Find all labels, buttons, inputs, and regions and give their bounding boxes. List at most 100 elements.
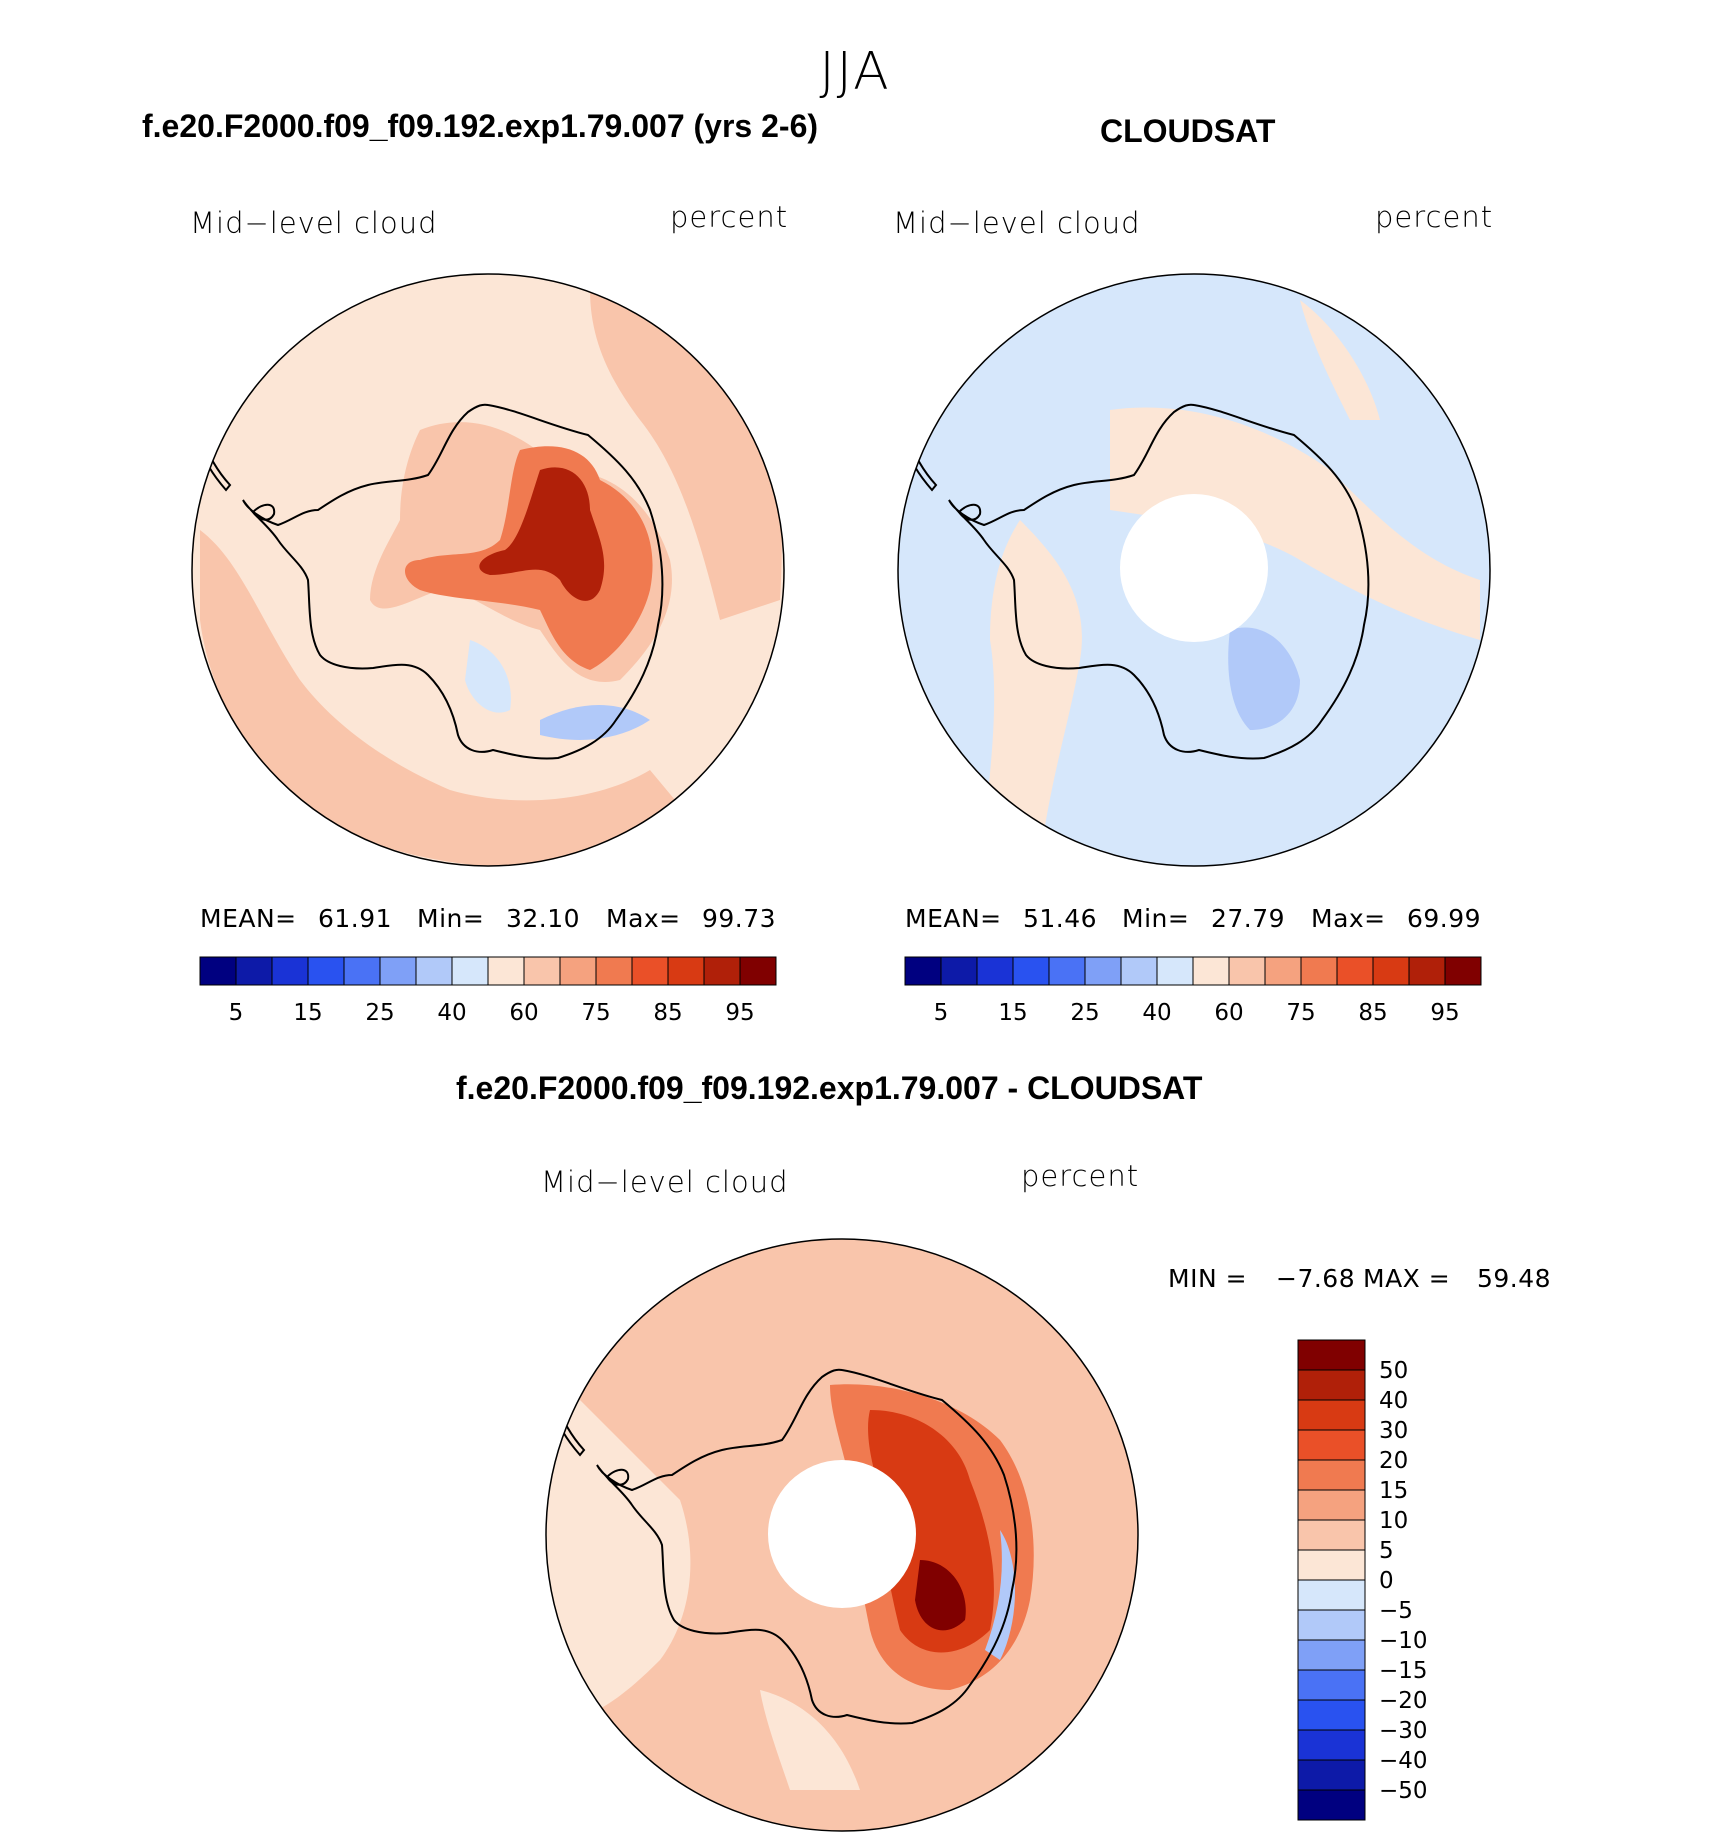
diff-map <box>545 1238 1139 1832</box>
model-min-value: 32.10 <box>506 904 581 933</box>
obs-colorbar-tick: 60 <box>1214 1000 1243 1026</box>
diff-units-label: percent <box>1021 1159 1140 1193</box>
obs-colorbar-box <box>1048 956 1086 986</box>
obs-colorbar-box <box>1300 956 1338 986</box>
model-colorbar-box <box>523 956 561 986</box>
obs-colorbar-box <box>1228 956 1266 986</box>
diff-colorbar-tick: −10 <box>1379 1628 1428 1654</box>
obs-min-value: 27.79 <box>1211 904 1286 933</box>
model-colorbar-box <box>307 956 345 986</box>
obs-colorbar-box <box>1156 956 1194 986</box>
diff-region-b <box>760 1690 860 1790</box>
model-colorbar-tick: 25 <box>365 1000 394 1026</box>
model-colorbar-tick: 60 <box>509 1000 538 1026</box>
model-colorbar-tick: 95 <box>725 1000 754 1026</box>
diff-colorbar-tick: 15 <box>1379 1478 1408 1504</box>
obs-colorbar-tick: 85 <box>1358 1000 1387 1026</box>
obs-colorbar-box <box>1336 956 1374 986</box>
model-colorbar-box <box>739 956 777 986</box>
diff-colorbar-tick: 0 <box>1379 1568 1394 1594</box>
model-variable-label: Mid−level cloud <box>190 206 438 240</box>
model-colorbar-box <box>451 956 489 986</box>
diff-colorbar-box <box>1297 1369 1366 1401</box>
diff-colorbar-tick: 20 <box>1379 1448 1408 1474</box>
diff-colorbar-box <box>1297 1609 1366 1641</box>
obs-min-label: Min= <box>1122 904 1190 933</box>
diff-colorbar-tick: −50 <box>1379 1778 1428 1804</box>
diff-min-label: MIN = <box>1168 1264 1248 1293</box>
diff-colorbar-box <box>1297 1519 1366 1551</box>
model-colorbar-box <box>595 956 633 986</box>
obs-region-a <box>1110 407 1480 640</box>
model-map-border <box>191 273 785 867</box>
diff-polar-hole <box>768 1460 916 1608</box>
diff-colorbar-tick: −15 <box>1379 1658 1428 1684</box>
obs-units-label: percent <box>1375 200 1494 234</box>
diff-colorbar-box <box>1297 1489 1366 1521</box>
obs-colorbar-box <box>1444 956 1482 986</box>
model-colorbar-box <box>199 956 237 986</box>
diff-colorbar-box <box>1297 1669 1366 1701</box>
model-panel-title: f.e20.F2000.f09_f09.192.exp1.79.007 (yrs… <box>142 108 819 144</box>
diff-colorbar-box <box>1297 1789 1366 1821</box>
model-colorbar-box <box>487 956 525 986</box>
obs-colorbar-tick: 25 <box>1070 1000 1099 1026</box>
obs-region-c <box>1300 300 1380 420</box>
obs-mean-value: 51.46 <box>1023 904 1098 933</box>
diff-colorbar-tick: −20 <box>1379 1688 1428 1714</box>
obs-colorbar-box <box>1372 956 1410 986</box>
diff-colorbar-tick: 50 <box>1379 1358 1408 1384</box>
diff-colorbar-box <box>1297 1339 1366 1371</box>
obs-colorbar-tick: 40 <box>1142 1000 1171 1026</box>
obs-region-low <box>1228 627 1300 730</box>
obs-colorbar-box <box>1408 956 1446 986</box>
obs-colorbar-tick: 5 <box>934 1000 949 1026</box>
model-mean-value: 61.91 <box>318 904 393 933</box>
diff-colorbar-tick: 5 <box>1379 1538 1394 1564</box>
obs-panel-title: CLOUDSAT <box>1100 113 1276 149</box>
diff-map-border <box>545 1238 1139 1832</box>
obs-colorbar: 5 15 25 40 60 75 85 95 <box>904 956 1482 1026</box>
obs-colorbar-box <box>904 956 942 986</box>
obs-colorbar-tick: 75 <box>1286 1000 1315 1026</box>
obs-colorbar-box <box>1012 956 1050 986</box>
season-title: JJA <box>819 42 891 102</box>
obs-colorbar-tick: 95 <box>1430 1000 1459 1026</box>
diff-region-max <box>915 1560 966 1631</box>
diff-colorbar-box <box>1297 1579 1366 1611</box>
model-colorbar-box <box>379 956 417 986</box>
obs-region-b <box>980 520 1082 860</box>
model-colorbar-box <box>235 956 273 986</box>
diff-colorbar-box <box>1297 1459 1366 1491</box>
diff-colorbar-tick: −5 <box>1379 1598 1413 1624</box>
diff-colorbar-box <box>1297 1429 1366 1461</box>
model-max-label: Max= <box>606 904 681 933</box>
model-colorbar-box <box>415 956 453 986</box>
model-region-max <box>479 467 605 601</box>
diff-max-value: 59.48 <box>1477 1264 1552 1293</box>
model-colorbar: 5 15 25 40 60 75 85 95 <box>199 956 777 1026</box>
obs-map <box>897 273 1491 867</box>
obs-map-border <box>897 273 1491 867</box>
model-colorbar-box <box>631 956 669 986</box>
obs-variable-label: Mid−level cloud <box>893 206 1141 240</box>
obs-colorbar-box <box>940 956 978 986</box>
model-region-low <box>465 640 511 713</box>
model-colorbar-tick: 15 <box>293 1000 322 1026</box>
obs-colorbar-tick: 15 <box>998 1000 1027 1026</box>
model-region-s <box>200 530 700 866</box>
diff-colorbar-tick: −40 <box>1379 1748 1428 1774</box>
diff-region-a <box>546 1380 691 1720</box>
diff-colorbar-tick: −30 <box>1379 1718 1428 1744</box>
obs-colorbar-box <box>1120 956 1158 986</box>
model-colorbar-box <box>667 956 705 986</box>
model-mean-label: MEAN= <box>200 904 297 933</box>
diff-colorbar-tick: 30 <box>1379 1418 1408 1444</box>
model-map <box>191 273 785 867</box>
model-colorbar-tick: 40 <box>437 1000 466 1026</box>
diff-colorbar-box <box>1297 1699 1366 1731</box>
model-colorbar-box <box>559 956 597 986</box>
obs-polar-hole <box>1120 494 1268 642</box>
